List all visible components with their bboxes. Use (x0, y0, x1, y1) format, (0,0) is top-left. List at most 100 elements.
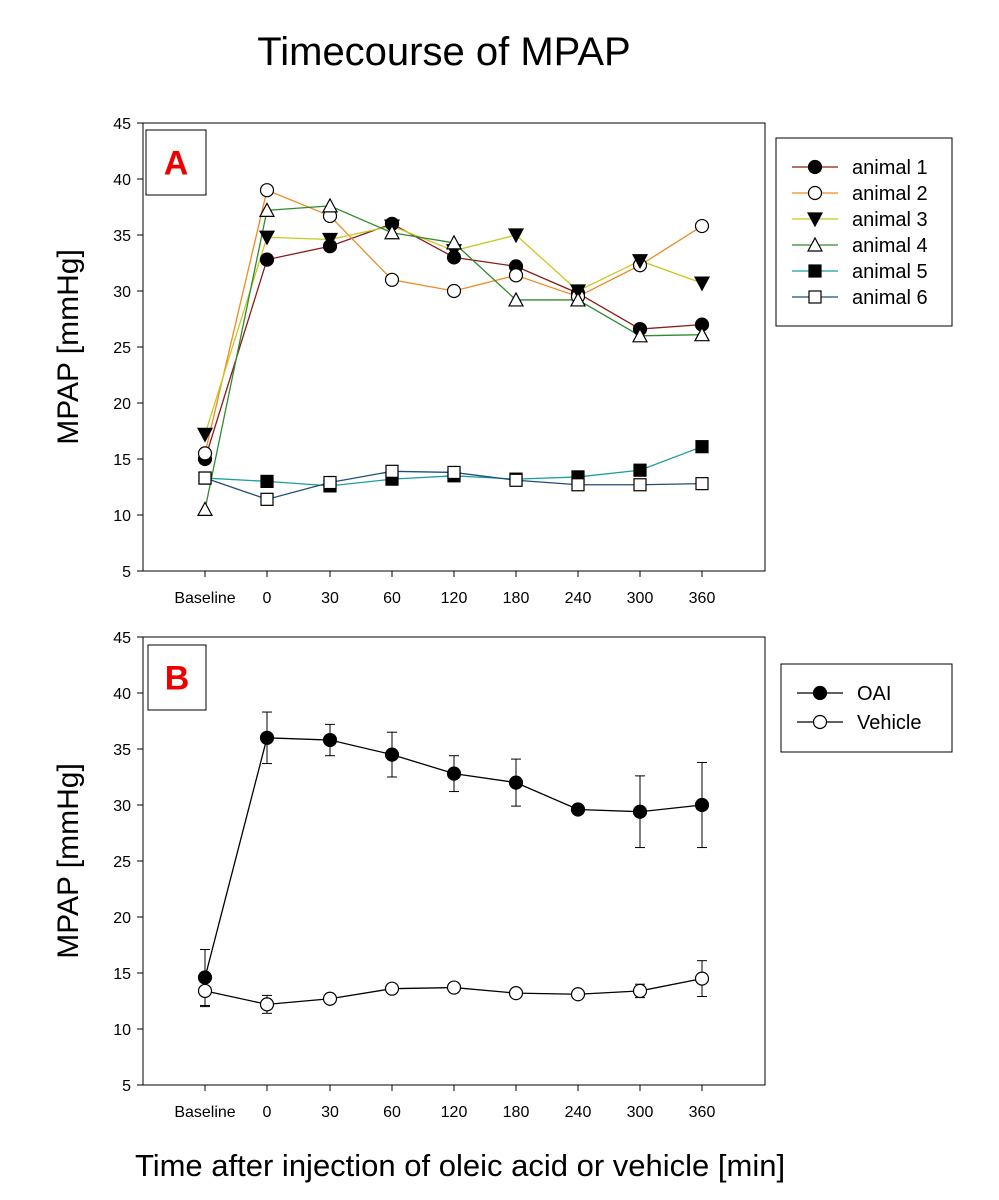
data-point (507, 291, 525, 307)
data-point (258, 202, 276, 217)
legend-marker (807, 159, 823, 175)
legend-label: animal 1 (852, 157, 928, 179)
x-tick-label: 60 (383, 1104, 401, 1121)
data-point (322, 732, 338, 748)
x-tick-label: 240 (565, 1104, 592, 1121)
data-point (569, 291, 587, 307)
legend-marker (808, 290, 822, 304)
legend-label: animal 2 (852, 183, 928, 205)
legend-label: animal 4 (852, 235, 928, 257)
panel-b: 5 10 15 20 25 30 35 40 45 Baseline 0 30 60 120 180 240 3… (52, 630, 953, 1121)
legend-box (775, 137, 953, 327)
legend-marker (812, 714, 828, 730)
data-point (446, 766, 462, 781)
y-tick-label: 30 (113, 284, 131, 301)
data-point (570, 987, 586, 1002)
data-point (197, 970, 213, 985)
y-tick-label: 10 (113, 508, 131, 525)
panel-label: B (165, 660, 190, 698)
y-tick-label: 45 (113, 630, 131, 647)
x-tick-label: 120 (441, 590, 468, 607)
data-point (508, 986, 524, 1001)
x-tick-label: 360 (689, 590, 716, 607)
y-tick-label: 20 (113, 910, 131, 927)
data-point (259, 997, 275, 1012)
x-tick-label: 60 (383, 590, 401, 607)
data-point (445, 234, 463, 250)
x-tick-label: Baseline (174, 1104, 235, 1121)
y-tick-label: 35 (113, 228, 131, 245)
x-tick-label: 300 (627, 1104, 654, 1121)
x-tick-label: 300 (627, 590, 654, 607)
data-point (694, 971, 710, 986)
x-tick-label: 120 (441, 1104, 468, 1121)
y-tick-label: 40 (113, 172, 131, 189)
x-tick-label: 180 (503, 1104, 530, 1121)
data-point (197, 983, 213, 999)
data-point (693, 276, 711, 292)
legend-marker (806, 212, 824, 228)
legend-marker (808, 264, 822, 278)
panel-label-box (145, 129, 207, 196)
data-point (383, 224, 401, 240)
x-tick-label: 0 (263, 1104, 272, 1121)
data-point (693, 326, 711, 342)
x-tick-label: 30 (321, 590, 339, 607)
data-point (571, 478, 585, 492)
data-point (198, 471, 212, 485)
data-point (197, 446, 213, 461)
x-tick-label: 180 (503, 590, 530, 607)
data-point (508, 775, 524, 790)
data-point (196, 427, 214, 443)
legend-label: animal 5 (852, 261, 928, 283)
y-tick-label: 5 (122, 1078, 131, 1095)
x-tick-label: 30 (321, 1104, 339, 1121)
x-tick-label: 360 (689, 1104, 716, 1121)
panel-a: 5 10 15 20 25 30 35 40 45 Baseline 0 30 60 120 180 240 3… (52, 116, 953, 607)
data-point (322, 991, 338, 1006)
panel-label: A (164, 145, 189, 183)
y-axis-title: MPAP [mmHg] (52, 249, 85, 445)
y-axis-title: MPAP [mmHg] (52, 763, 85, 959)
data-point (384, 981, 400, 996)
data-point (259, 730, 275, 745)
x-tick-label: Baseline (174, 590, 235, 607)
data-point (384, 272, 400, 287)
data-point (632, 983, 648, 999)
y-tick-label: 45 (113, 116, 131, 133)
plot-frame (142, 636, 766, 1086)
data-point (260, 492, 274, 506)
data-point (321, 197, 339, 213)
data-point (507, 228, 525, 244)
data-point (446, 283, 462, 299)
panel-label-box (147, 644, 207, 711)
legend-marker (807, 185, 823, 201)
y-tick-label: 30 (113, 798, 131, 815)
x-axis-title: Time after injection of oleic acid or ve… (134, 1148, 786, 1183)
legend-marker (812, 685, 828, 701)
data-point (447, 465, 461, 480)
data-point (570, 802, 586, 817)
legend-label: OAI (857, 683, 891, 705)
chart-title: Timecourse of MPAP (257, 30, 631, 74)
x-tick-label: 240 (565, 590, 592, 607)
data-point (632, 804, 648, 819)
data-point (508, 268, 524, 283)
data-point (259, 252, 275, 267)
data-point (631, 254, 649, 270)
data-point (633, 463, 647, 477)
legend-label: animal 3 (852, 209, 928, 231)
y-tick-label: 15 (113, 452, 131, 469)
data-point (695, 440, 709, 454)
data-point (260, 474, 274, 488)
y-tick-label: 5 (122, 564, 131, 581)
data-point (323, 475, 337, 490)
legend-box (780, 663, 953, 753)
data-point (321, 232, 339, 248)
data-point (633, 478, 647, 492)
data-point (258, 230, 276, 246)
data-point (631, 327, 649, 343)
legend-marker (806, 236, 824, 252)
data-point (694, 218, 710, 234)
data-point (695, 477, 709, 491)
